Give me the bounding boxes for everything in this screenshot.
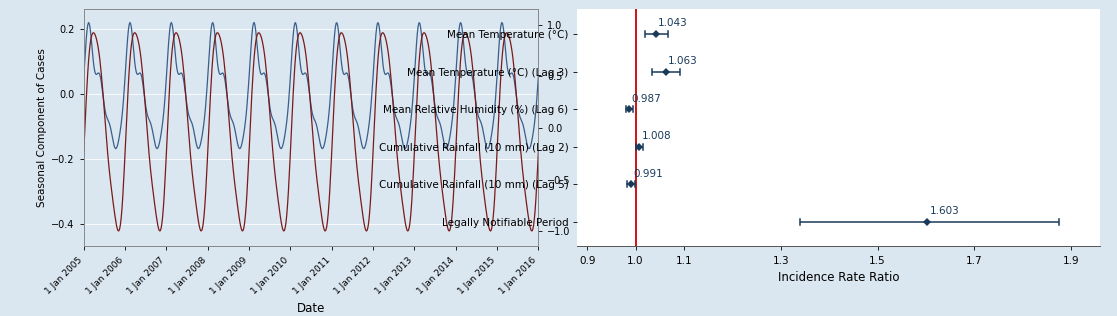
Text: 1.008: 1.008 xyxy=(641,131,671,141)
Y-axis label: Seasonal Component of Mean Temperature: Seasonal Component of Mean Temperature xyxy=(576,15,586,240)
X-axis label: Incidence Rate Ratio: Incidence Rate Ratio xyxy=(779,271,899,284)
Text: 0.991: 0.991 xyxy=(633,169,662,179)
X-axis label: Date: Date xyxy=(297,301,325,314)
Text: 1.063: 1.063 xyxy=(668,56,698,66)
Text: 1.043: 1.043 xyxy=(658,18,688,28)
Text: 1.603: 1.603 xyxy=(929,206,960,216)
Y-axis label: Seasonal Component of Cases: Seasonal Component of Cases xyxy=(37,49,47,207)
Text: 0.987: 0.987 xyxy=(631,94,661,104)
